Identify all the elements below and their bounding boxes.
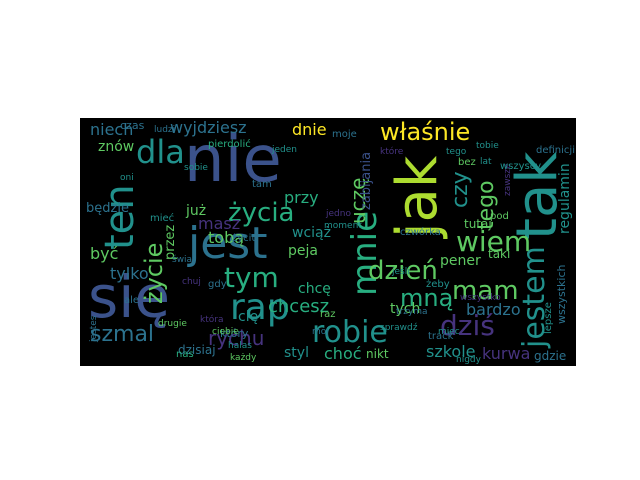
cloud-word: ten [97, 184, 143, 250]
cloud-word: bardzo [466, 300, 521, 319]
cloud-word: wszyscy [500, 161, 542, 172]
cloud-word: jest [188, 218, 268, 269]
cloud-word: kurwa [482, 344, 531, 363]
cloud-word: pod [490, 211, 509, 222]
cloud-word: bez [458, 157, 476, 168]
cloud-word: raz [320, 309, 336, 320]
cloud-word: jak [385, 155, 450, 238]
cloud-word: halas [228, 341, 252, 351]
cloud-word: pierdolić [208, 139, 251, 150]
cloud-word: peja [288, 243, 318, 259]
cloud-word: choć [324, 344, 362, 363]
cloud-word: dzień [368, 256, 438, 286]
cloud-word: dla [136, 133, 185, 171]
cloud-word: tego [446, 147, 467, 157]
cloud-word: masz [198, 214, 241, 233]
cloud-word: ciebie [212, 327, 239, 337]
cloud-word: gdy [208, 279, 227, 290]
cloud-word: tym [224, 261, 279, 294]
cloud-word: trzyma [396, 307, 428, 317]
cloud-word: dnie [292, 120, 327, 139]
cloud-word: sobie [184, 163, 208, 173]
cloud-word: ludzi [154, 125, 176, 135]
cloud-word: które [380, 147, 404, 157]
cloud-word: tutaj [464, 217, 492, 231]
cloud-word: będzie [86, 201, 129, 216]
cloud-word: tobie [476, 141, 499, 151]
cloud-word: zabijania [359, 151, 374, 210]
cloud-word: znów [98, 139, 135, 155]
cloud-word: moment [324, 221, 362, 231]
cloud-word: rychu [208, 326, 265, 350]
cloud-word: chuj [182, 277, 201, 287]
cloud-word: jedno [326, 209, 351, 219]
cloud-word: wszystkich [555, 264, 568, 324]
cloud-word: rap [230, 287, 290, 328]
cloud-word: drugie [158, 319, 187, 329]
cloud-word: miec [438, 327, 460, 337]
cloud-word: taki [488, 247, 511, 261]
cloud-word: cię [238, 309, 259, 325]
cloud-word: życiu [232, 233, 258, 244]
cloud-word: chcę [298, 281, 331, 297]
cloud-word: wciąż [292, 225, 331, 241]
cloud-word: track [428, 331, 454, 342]
cloud-word: lat [480, 157, 492, 167]
cloud-word: styl [284, 345, 309, 361]
cloud-word: robie [312, 315, 388, 350]
cloud-word: już [186, 203, 207, 219]
cloud-word: właśnie [380, 118, 471, 146]
cloud-word: mam [452, 276, 519, 306]
cloud-word: sprawdź [380, 323, 418, 333]
cloud-word: jestes [89, 315, 99, 342]
cloud-word: mną [400, 284, 454, 312]
cloud-word: który [220, 327, 249, 340]
cloud-word: świat [172, 255, 196, 265]
cloud-word: nigdy [456, 355, 481, 365]
cloud-word: chcesz [268, 296, 330, 317]
cloud-word: mieć [150, 213, 175, 224]
cloud-word: wyjdziesz [170, 118, 247, 137]
cloud-word: jeden [272, 145, 297, 155]
cloud-word: być [90, 244, 119, 263]
cloud-word: wszystko [460, 293, 501, 303]
cloud-word: wiem [456, 225, 532, 258]
cloud-word: oni [120, 173, 134, 183]
cloud-word: definicji [536, 145, 575, 156]
cloud-word: jeśli [392, 267, 410, 277]
cloud-word: dzisiaj [178, 343, 216, 357]
cloud-word: każdy [230, 353, 257, 363]
cloud-word: tych [390, 301, 421, 317]
cloud-word: dziś [440, 309, 495, 342]
cloud-word: szkole [426, 342, 476, 361]
cloud-word: tobą [208, 228, 245, 247]
cloud-word: moje [332, 129, 357, 140]
cloud-word: żeby [426, 279, 450, 290]
cloud-word: niech [90, 120, 134, 139]
cloud-word: tylko [110, 264, 149, 283]
cloud-word: czy [448, 171, 473, 208]
cloud-word: życia [228, 198, 295, 228]
cloud-word: nikt [366, 347, 389, 361]
cloud-word: pener [440, 253, 481, 269]
cloud-word: szmal [90, 322, 155, 347]
cloud-word: regulamin [557, 163, 573, 234]
cloud-word: lepsze [543, 302, 554, 334]
cloud-word: moj [312, 327, 329, 337]
cloud-word: czwórka [400, 227, 441, 238]
word-cloud: nie się jak tak jest ten dla rap mnie życia tym rob… [80, 118, 576, 366]
cloud-word: czas [120, 119, 145, 132]
cloud-word: gdzie [534, 349, 567, 363]
cloud-word: się [88, 263, 171, 331]
cloud-word: nie [184, 123, 282, 197]
cloud-word: która [200, 315, 224, 325]
cloud-word: przy [284, 188, 319, 207]
cloud-word: ale [124, 295, 140, 306]
cloud-word: nas [176, 349, 194, 360]
cloud-word: tam [252, 179, 272, 190]
